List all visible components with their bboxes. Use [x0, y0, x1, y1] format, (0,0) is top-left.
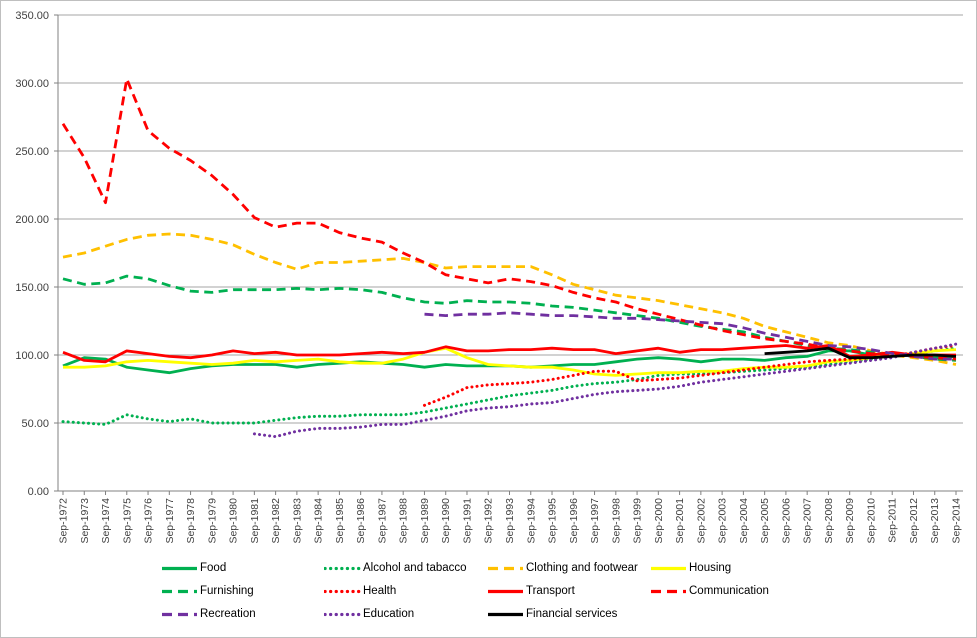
legend-label: Transport	[526, 585, 575, 597]
x-axis-label: Sep-2007	[802, 498, 814, 544]
legend-label: Furnishing	[200, 585, 254, 597]
x-axis-label: Sep-1991	[461, 498, 473, 544]
legend-item-furnishing: Furnishing	[161, 585, 324, 598]
legend-item-financial-services: Financial services	[487, 608, 650, 621]
x-axis-label: Sep-2010	[865, 498, 877, 544]
x-axis-label: Sep-1973	[79, 498, 91, 544]
x-axis-label: Sep-2006	[780, 498, 792, 544]
legend-key-line	[324, 566, 361, 571]
series-line-clothing-and-footwear	[62, 232, 957, 366]
y-axis-label: 100.00	[15, 350, 49, 362]
legend-key-line	[488, 612, 523, 617]
x-axis-label: Sep-1990	[440, 498, 452, 544]
x-axis-label: Sep-2003	[717, 498, 729, 544]
legend-item-food: Food	[161, 562, 324, 575]
legend-label: Food	[200, 562, 227, 574]
x-axis-label: Sep-1985	[334, 498, 346, 544]
series-line-furnishing	[62, 274, 957, 362]
x-axis-label: Sep-1976	[143, 498, 155, 544]
y-axis-label: 0.00	[28, 486, 49, 498]
x-axis-label: Sep-1988	[398, 498, 410, 544]
legend-key-line	[488, 589, 523, 594]
legend-item-communication: Communication	[650, 585, 820, 598]
x-axis-label: Sep-2011	[887, 498, 899, 543]
x-axis-label: Sep-1999	[632, 498, 644, 544]
y-axis-label: 150.00	[15, 282, 49, 294]
legend-item-health: Health	[324, 585, 487, 598]
x-axis-label: Sep-1998	[610, 498, 622, 544]
series-line-health	[423, 344, 958, 407]
series-line-housing	[63, 346, 957, 377]
series-line-transport	[62, 344, 956, 364]
x-axis-label: Sep-1978	[185, 498, 197, 544]
series-line-recreation	[424, 311, 956, 361]
legend-item-recreation: Recreation	[161, 608, 324, 621]
x-axis-label: Sep-1989	[419, 498, 431, 544]
x-axis-label: Sep-1983	[291, 498, 303, 544]
legend-key-line	[324, 612, 361, 617]
x-axis-label: Sep-1996	[568, 498, 580, 544]
y-axis-label: 250.00	[15, 146, 49, 158]
x-axis-label: Sep-1995	[547, 498, 559, 544]
legend-item-transport: Transport	[487, 585, 650, 598]
x-axis-label: Sep-2008	[823, 498, 835, 544]
x-axis-label: Sep-1979	[206, 498, 218, 544]
legend-item-alcohol-and-tabacco: Alcohol and tabacco	[324, 562, 487, 575]
x-axis-label: Sep-1977	[164, 498, 176, 544]
x-axis-label: Sep-2001	[674, 498, 686, 544]
x-axis-label: Sep-1981	[249, 498, 261, 544]
legend-label: Recreation	[200, 608, 256, 620]
chart-legend: Food Alcohol and tabacco Clothing and foot…	[161, 562, 861, 621]
legend-item-housing: Housing	[650, 562, 820, 575]
x-axis-label: Sep-1982	[270, 498, 282, 544]
series-line-communication	[61, 77, 957, 361]
x-axis-label: Sep-2009	[844, 498, 856, 544]
legend-key-line	[651, 566, 686, 571]
legend-label: Financial services	[526, 608, 618, 620]
x-axis-label: Sep-2014	[951, 498, 963, 544]
legend-key-line	[162, 566, 197, 571]
x-axis-label: Sep-1992	[483, 498, 495, 544]
legend-label: Communication	[689, 585, 769, 597]
x-axis-label: Sep-1972	[58, 498, 70, 544]
line-chart-plot: 0.00 50.00 100.00 150.00 200.00 250.00 300.00 3…	[15, 10, 963, 544]
series-line-alcohol-and-tabacco	[61, 346, 958, 426]
x-axis-label: Sep-1975	[121, 498, 133, 544]
legend-item-clothing-and-footwear: Clothing and footwear	[487, 562, 650, 575]
y-axis-label: 50.00	[21, 418, 49, 430]
legend-item-education: Education	[324, 608, 487, 621]
y-axis-label: 300.00	[15, 78, 49, 90]
x-axis-label: Sep-2012	[908, 498, 920, 544]
x-axis-label: Sep-1984	[313, 498, 325, 544]
x-axis-label: Sep-1980	[228, 498, 240, 544]
x-axis-label: Sep-1987	[376, 498, 388, 544]
legend-label: Education	[363, 608, 415, 620]
x-axis-label: Sep-2005	[759, 498, 771, 544]
x-axis-label: Sep-1997	[589, 498, 601, 544]
legend-key-line	[488, 566, 523, 571]
legend-key-line	[162, 589, 197, 594]
x-axis-label: Sep-2004	[738, 498, 750, 544]
legend-label: Alcohol and tabacco	[363, 562, 467, 574]
series-line-financial-services	[764, 346, 957, 360]
legend-label: Housing	[689, 562, 732, 574]
y-axis-label: 350.00	[15, 10, 49, 22]
x-axis-label: Sep-1974	[100, 498, 112, 544]
x-axis-label: Sep-1994	[525, 498, 537, 544]
y-axis-label: 200.00	[15, 214, 49, 226]
series-line-education	[252, 342, 958, 439]
x-axis-label: Sep-2013	[929, 498, 941, 544]
x-axis-label: Sep-2000	[653, 498, 665, 544]
x-axis-label: Sep-1986	[355, 498, 367, 544]
legend-key-line	[324, 589, 361, 594]
legend-label: Clothing and footwear	[526, 562, 638, 574]
legend-label: Health	[363, 585, 397, 597]
legend-key-line	[162, 612, 197, 617]
x-axis-label: Sep-2002	[695, 498, 707, 544]
legend-key-line	[651, 589, 686, 594]
x-axis-label: Sep-1993	[504, 498, 516, 544]
